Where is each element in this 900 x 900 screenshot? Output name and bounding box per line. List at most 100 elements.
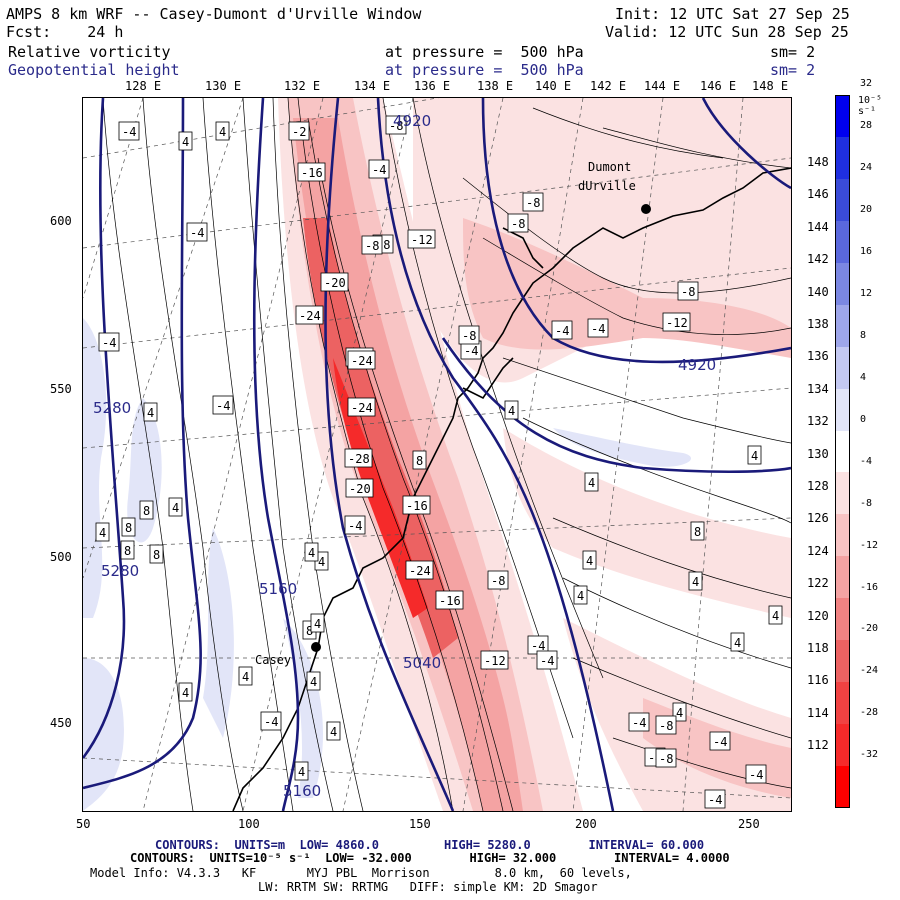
svg-text:-4: -4 [102,336,116,350]
vorticity-contour-label: -8 [522,192,544,212]
lat-label: 132 E [807,414,844,429]
footer-physics: LW: RRTM SW: RRTMG DIFF: simple KM: 2D S… [258,880,598,894]
svg-text:4: 4 [99,526,106,540]
lat-label: 124 E [807,543,844,558]
svg-text:-8: -8 [365,239,379,253]
colorbar-unit: 10⁻⁵ s⁻¹ [858,95,883,117]
vorticity-contour-label: -24 [405,560,434,580]
svg-text:-4: -4 [591,322,605,336]
vorticity-contour-label: -8 [487,570,509,590]
colorbar-cell [835,724,850,767]
vorticity-labels: -444-2-16-8-4-4-8-12-20-8-24-20-4-24-24-… [95,115,783,809]
svg-text:-4: -4 [749,768,763,782]
colorbar-tick: 4 [860,371,867,383]
colorbar-cell [835,95,850,138]
svg-text:4: 4 [314,617,321,631]
vorticity-contour-label: -4 [551,320,573,340]
map-title: AMPS 8 km WRF -- Casey-Dumont d'Urville … [6,5,422,23]
vorticity-contour-label: 4 [310,613,325,633]
y-tick: 550 [50,382,72,396]
svg-text:-16: -16 [301,166,323,180]
footer-model-info: Model Info: V4.3.3 KF MYJ PBL Morrison 8… [90,866,632,880]
svg-text:4: 4 [676,706,683,720]
lat-label: 134 E [807,381,844,396]
vorticity-contour-label: -4 [260,711,282,731]
vorticity-contour-label: 4 [326,721,341,741]
colorbar-cell [835,514,850,557]
map-panel: -444-2-16-8-4-4-8-12-20-8-24-20-4-24-24-… [82,97,792,812]
colorbar-cell [835,220,850,264]
x-tick: 150 [409,817,431,831]
svg-text:-24: -24 [409,564,431,578]
x-tick: 200 [575,817,597,831]
vorticity-contour-label: -4 [704,789,726,809]
svg-text:4: 4 [772,609,779,623]
svg-text:-8: -8 [511,217,525,231]
vorticity-contour-label: -24 [347,350,376,370]
svg-text:-4: -4 [216,399,230,413]
colorbar-tick: 12 [860,287,873,299]
svg-text:-4: -4 [190,226,204,240]
lat-label: 122 E [807,576,844,591]
vorticity-contour-label: -8 [458,325,480,345]
colorbar-cell [835,556,850,599]
vorticity-contour-label: -4 [709,731,731,751]
lat-label: 120 E [807,608,844,623]
casey-station-marker [311,642,321,652]
svg-text:-4: -4 [372,163,386,177]
colorbar-tick: -24 [860,665,879,677]
y-tick: 450 [50,716,72,730]
lon-label: 144 E [644,79,681,93]
vorticity-contour-label: 8 [139,500,154,520]
x-tick: 50 [76,817,91,831]
vorticity-contour-label: 8 [121,517,136,537]
svg-text:-28: -28 [348,452,370,466]
smoothing2: sm= 2 [770,61,816,79]
lat-label: 112 E [807,738,844,753]
lon-label: 128 E [125,79,162,93]
vorticity-contour-label: 4 [768,605,783,625]
height-contour-label: 4920 [678,356,716,374]
lat-label: 116 E [807,673,844,688]
colorbar-cell [835,640,850,683]
vorticity-contour-label: -8 [361,235,383,255]
svg-text:4: 4 [692,575,699,589]
colorbar-cell [835,766,850,809]
colorbar-tick: -4 [860,455,873,467]
svg-text:-4: -4 [264,715,278,729]
svg-text:-4: -4 [464,344,478,358]
svg-text:4: 4 [310,675,317,689]
vorticity-contour-label: -2 [288,121,310,141]
svg-text:4: 4 [330,725,337,739]
colorbar-cell [835,346,850,390]
svg-text:4: 4 [242,670,249,684]
colorbar-tick: 20 [860,204,873,216]
x-tick: 250 [738,817,760,831]
svg-text:-24: -24 [299,309,321,323]
colorbar-cell [835,472,850,515]
vorticity-contour-label: 4 [504,400,519,420]
lon-label: 140 E [535,79,572,93]
colorbar-tick: -28 [860,707,879,719]
vorticity-contour-label: -24 [295,305,324,325]
colorbar-tick: 28 [860,120,873,132]
svg-text:8: 8 [143,504,150,518]
svg-text:-8: -8 [681,285,695,299]
lat-label: 128 E [807,479,844,493]
vorticity-contour-label: 4 [573,585,588,605]
svg-text:4: 4 [182,135,189,149]
vorticity-contour-label: 4 [178,682,193,702]
fcst-label: Fcst: [6,23,52,41]
vorticity-contour-label: -4 [98,332,120,352]
field1-name: Relative vorticity [8,43,171,61]
vorticity-contour-label: 4 [238,666,253,686]
colorbar-tick: 0 [860,413,867,425]
forecast-label: Fcst: 24 h [6,24,123,41]
vorticity-contour-label: 4 [306,671,321,691]
svg-text:4: 4 [508,404,515,418]
svg-text:8: 8 [306,624,313,638]
svg-text:4: 4 [298,765,305,779]
lat-label: 130 E [807,446,844,461]
svg-text:4: 4 [734,636,741,650]
vorticity-contour-label: -8 [655,715,677,735]
